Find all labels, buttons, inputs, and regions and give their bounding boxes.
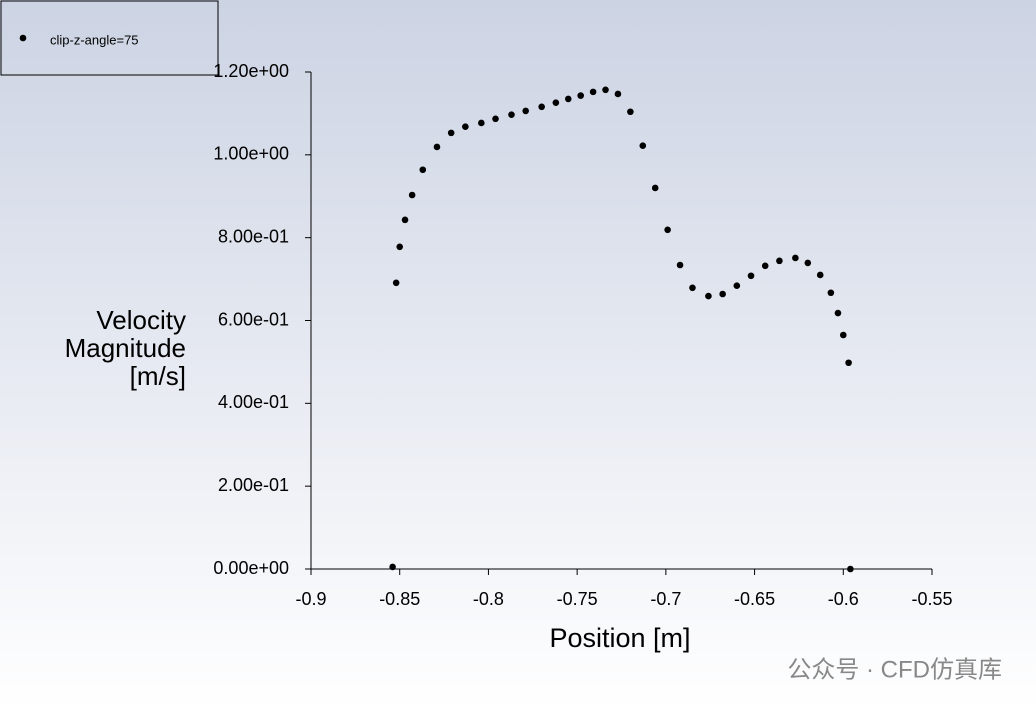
point (627, 108, 634, 116)
x-tick-label: -0.55 (911, 589, 952, 609)
point (522, 107, 529, 115)
point (478, 119, 485, 127)
point (589, 88, 597, 96)
legend-label: clip-z-angle=75 (50, 32, 139, 47)
y-tick-label: 0.00e+00 (213, 558, 289, 578)
point (433, 143, 441, 151)
point (462, 123, 469, 130)
point (602, 86, 609, 94)
point (664, 226, 671, 234)
x-axis-label: Position [m] (549, 623, 690, 653)
point (689, 284, 696, 292)
point (804, 259, 812, 267)
watermark: 公众号 · CFD仿真库 (787, 656, 1002, 683)
point (705, 292, 712, 300)
point (651, 184, 659, 192)
point (447, 129, 455, 137)
legend-box (0, 0, 219, 76)
point (564, 95, 572, 103)
point (719, 290, 726, 298)
point (508, 111, 515, 118)
y-tick-label: 1.20e+00 (213, 61, 289, 81)
y-tick-label: 6.00e-01 (218, 309, 289, 329)
y-axis-label: [m/s] (130, 361, 186, 391)
point (419, 166, 427, 174)
point (847, 565, 854, 573)
point (492, 115, 499, 123)
point (792, 254, 799, 262)
x-tick-label: -0.7 (650, 589, 681, 609)
point (676, 261, 684, 269)
y-tick-label: 1.00e+00 (213, 144, 289, 164)
y-tick-label: 4.00e-01 (218, 392, 289, 412)
point (733, 282, 741, 290)
x-tick-label: -0.9 (295, 589, 326, 609)
point (401, 216, 409, 224)
point (408, 191, 416, 199)
legend-marker (19, 34, 27, 42)
point (552, 99, 560, 106)
point (834, 309, 842, 317)
point (392, 279, 400, 287)
y-axis-label: Velocity (96, 305, 186, 335)
point (839, 331, 847, 339)
point (747, 272, 755, 280)
x-tick-label: -0.65 (734, 589, 775, 609)
y-axis-label: Magnitude (65, 333, 186, 363)
point (538, 103, 545, 111)
x-tick-label: -0.85 (379, 589, 420, 609)
y-tick-label: 2.00e-01 (218, 475, 289, 495)
point (827, 289, 835, 297)
point (389, 563, 396, 571)
x-tick-label: -0.75 (557, 589, 598, 609)
point (776, 257, 783, 265)
point (761, 262, 769, 270)
y-tick-label: 8.00e-01 (218, 226, 289, 246)
point (845, 359, 852, 367)
point (396, 243, 404, 251)
point (816, 271, 824, 279)
point (614, 90, 622, 98)
point (577, 92, 584, 99)
point (639, 142, 647, 150)
x-tick-label: -0.6 (828, 589, 859, 609)
x-tick-label: -0.8 (473, 589, 504, 609)
